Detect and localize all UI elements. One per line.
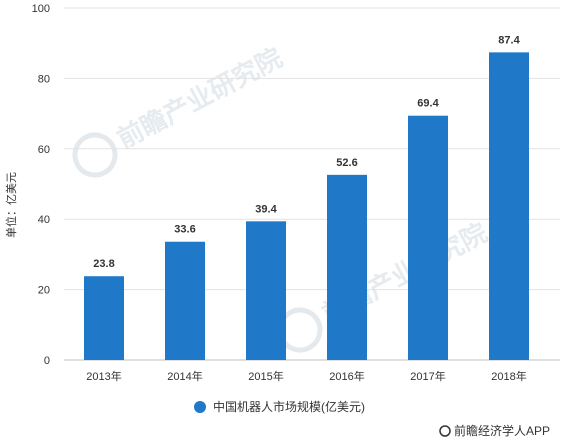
bar [84, 276, 124, 360]
x-tick-label: 2015年 [248, 369, 283, 383]
data-label: 39.4 [255, 203, 277, 215]
y-tick-label: 20 [38, 285, 50, 297]
y-axis-label: 单位：亿美元 [4, 172, 18, 238]
data-label: 87.4 [498, 34, 520, 46]
data-label: 69.4 [417, 98, 439, 110]
bar [408, 115, 448, 360]
bar [489, 52, 529, 361]
x-tick-label: 2013年 [86, 369, 121, 383]
source-credit: 前瞻经济学人APP [439, 423, 550, 438]
y-tick-label: 40 [38, 214, 50, 226]
watermark-logo-2: 前瞻产业研究院 [277, 217, 492, 353]
legend-label: 中国机器人市场规模(亿美元) [213, 399, 365, 414]
y-axis-ticks: 0 20 40 60 80 100 [32, 3, 50, 367]
bar [165, 241, 205, 360]
data-labels: 23.8 33.6 39.4 52.6 69.4 87.4 [93, 34, 520, 270]
x-tick-label: 2014年 [167, 369, 202, 383]
bar [327, 174, 367, 360]
y-tick-label: 100 [32, 3, 50, 15]
data-label: 33.6 [174, 224, 195, 236]
x-axis-ticks: 2013年 2014年 2015年 2016年 2017年 2018年 [86, 369, 526, 383]
data-label: 52.6 [336, 157, 357, 169]
legend-marker [194, 401, 206, 413]
source-text: 前瞻经济学人APP [454, 423, 550, 438]
y-tick-label: 80 [38, 73, 50, 85]
data-label: 23.8 [93, 258, 114, 270]
watermark-text: 前瞻产业研究院 [112, 42, 287, 154]
y-tick-label: 0 [44, 355, 50, 367]
x-tick-label: 2016年 [329, 369, 364, 383]
watermark-logo: 前瞻产业研究院 [72, 42, 287, 178]
bars [84, 52, 529, 361]
x-tick-label: 2018年 [491, 369, 526, 383]
legend: 中国机器人市场规模(亿美元) [194, 399, 365, 414]
y-tick-label: 60 [38, 144, 50, 156]
gridlines [64, 7, 560, 361]
source-logo-icon [439, 425, 451, 437]
x-tick-label: 2017年 [410, 369, 445, 383]
bar [246, 221, 286, 360]
